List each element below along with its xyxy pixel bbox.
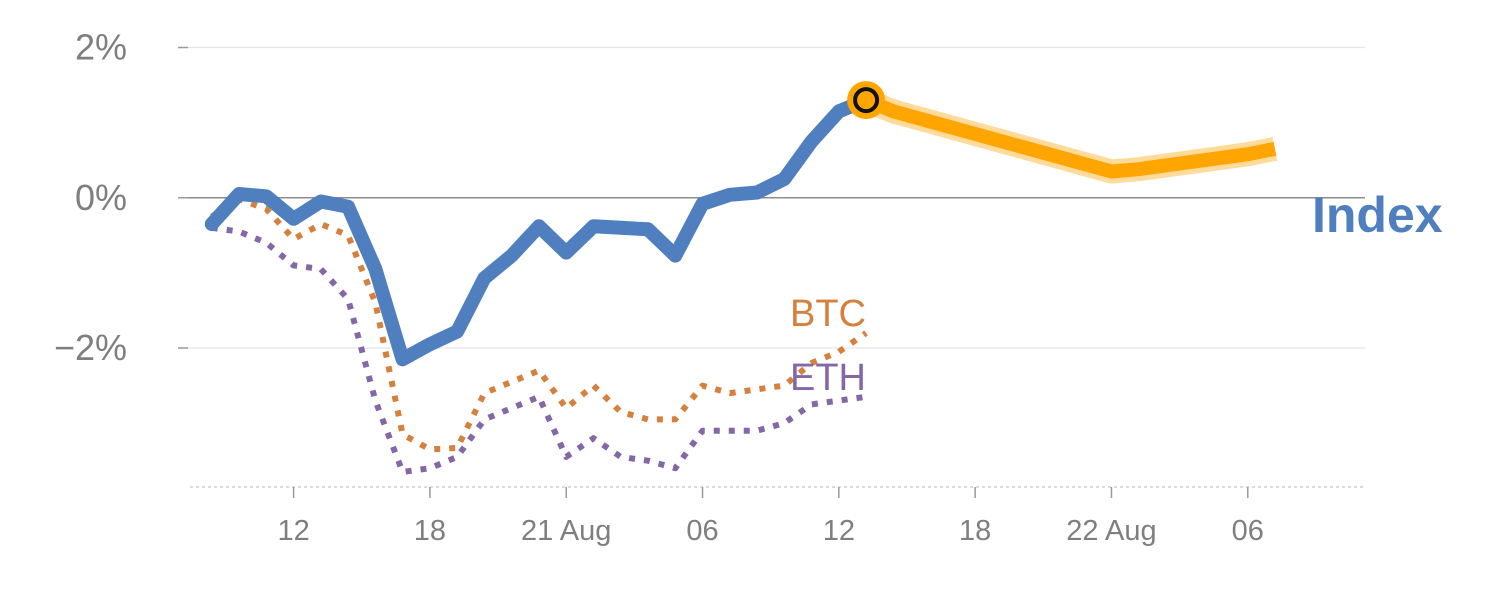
series-line-solid [750, 93, 874, 200]
series-label-index: Index [1312, 187, 1443, 243]
series-line-index [204, 185, 765, 367]
series-label-btc: BTC [790, 293, 866, 335]
x-tick-label: 18 [414, 515, 446, 547]
series-lines [204, 89, 1278, 475]
x-tick-label: 22 Aug [1066, 515, 1156, 547]
x-tick-label: 06 [1232, 515, 1264, 547]
axes: 2% 0% −2% 12 18 21 Aug 06 12 18 22 Aug 06 [54, 27, 1365, 547]
grid [178, 46, 1365, 349]
x-tick-label: 06 [686, 515, 718, 547]
series-line-btc [210, 196, 868, 453]
forecast-start-marker [853, 87, 880, 114]
x-tick-label: 12 [277, 515, 309, 547]
series-line-eth [211, 224, 867, 475]
series-label-eth: ETH [790, 357, 866, 399]
y-tick-label: −2% [54, 327, 127, 368]
y-tick-label: 2% [75, 27, 127, 68]
y-tick-label: 0% [75, 177, 127, 218]
x-tick-label: 18 [959, 515, 991, 547]
forecast-line [863, 93, 1277, 179]
x-tick-label: 21 Aug [521, 515, 611, 547]
markers [847, 81, 886, 120]
x-tick-label: 12 [823, 515, 855, 547]
series-labels: BTC ETH Index [790, 187, 1443, 399]
